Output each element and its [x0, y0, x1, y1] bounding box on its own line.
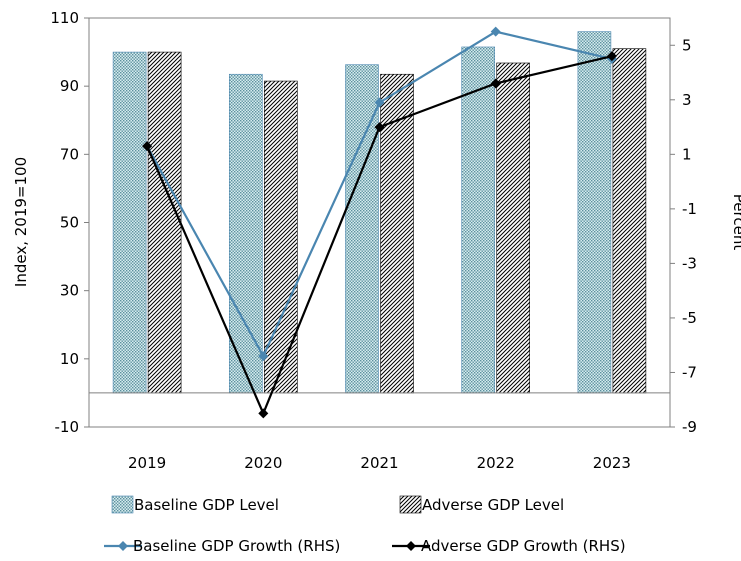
legend: Baseline GDP Level Adverse GDP Level Basel… [104, 495, 626, 555]
point-adverse-2020 [258, 408, 269, 419]
x-tick-label: 2023 [593, 454, 631, 472]
x-tick-label: 2020 [244, 454, 282, 472]
bar-baseline-2023 [577, 31, 612, 394]
legend-marker [118, 541, 128, 551]
legend-label: Adverse GDP Growth (RHS) [421, 537, 626, 555]
bar-adverse-2023 [612, 48, 647, 394]
bar-baseline-2020 [229, 73, 263, 394]
bar-adverse-2021 [380, 73, 414, 394]
x-axis-ticks: 2019 2020 2021 2022 2023 [128, 454, 631, 472]
line-adverse-growth [146, 55, 613, 417]
legend-swatch [111, 495, 134, 514]
legend-label: Baseline GDP Level [134, 496, 279, 514]
legend-item: Adverse GDP Growth (RHS) [392, 537, 626, 555]
bar-adverse-2022 [496, 62, 531, 394]
bar-baseline-2021 [345, 64, 379, 394]
legend-label: Adverse GDP Level [422, 496, 564, 514]
x-tick-label: 2021 [360, 454, 398, 472]
left-tick-label: 70 [60, 145, 79, 163]
point-baseline-2022 [490, 26, 501, 37]
left-tick-label: 50 [60, 214, 79, 232]
left-tick-label: 10 [60, 350, 79, 368]
legend-swatch [399, 495, 422, 514]
right-tick-label: -3 [682, 254, 697, 272]
point-adverse-2022 [490, 78, 501, 89]
right-tick-label: 3 [682, 91, 692, 109]
legend-item: Baseline GDP Level [111, 495, 279, 514]
right-tick-label: 1 [682, 145, 692, 163]
point-baseline-2020 [258, 351, 269, 362]
x-tick-label: 2019 [128, 454, 166, 472]
bar-baseline-2022 [461, 46, 496, 394]
point-adverse-2023 [606, 51, 617, 62]
legend-label: Baseline GDP Growth (RHS) [133, 537, 340, 555]
bars-layer [112, 31, 647, 394]
left-axis-ticks: 110 90 70 50 30 10 -10 [50, 9, 89, 436]
right-tick-label: -5 [682, 309, 697, 327]
right-tick-label: -1 [682, 200, 697, 218]
right-axis-title: Percent [730, 194, 741, 251]
left-tick-label: 90 [60, 77, 79, 95]
legend-item: Adverse GDP Level [399, 495, 564, 514]
right-tick-label: -9 [682, 418, 697, 436]
right-tick-label: -7 [682, 363, 697, 381]
left-tick-label: 110 [50, 9, 79, 27]
left-axis-title: Index, 2019=100 [12, 157, 30, 287]
bar-baseline-2019 [112, 51, 147, 394]
left-tick-label: -10 [55, 418, 80, 436]
bar-adverse-2019 [147, 51, 182, 394]
bar-adverse-2020 [263, 80, 298, 394]
lines-layer [142, 26, 617, 419]
point-adverse-2019 [142, 141, 153, 152]
right-axis-ticks: 5 3 1 -1 -3 -5 -7 -9 [670, 36, 697, 436]
point-adverse-2021 [374, 122, 385, 133]
legend-marker [406, 541, 416, 551]
point-baseline-2021 [374, 97, 385, 108]
x-tick-label: 2022 [477, 454, 515, 472]
legend-item: Baseline GDP Growth (RHS) [104, 537, 340, 555]
right-tick-label: 5 [682, 36, 692, 54]
left-tick-label: 30 [60, 282, 79, 300]
